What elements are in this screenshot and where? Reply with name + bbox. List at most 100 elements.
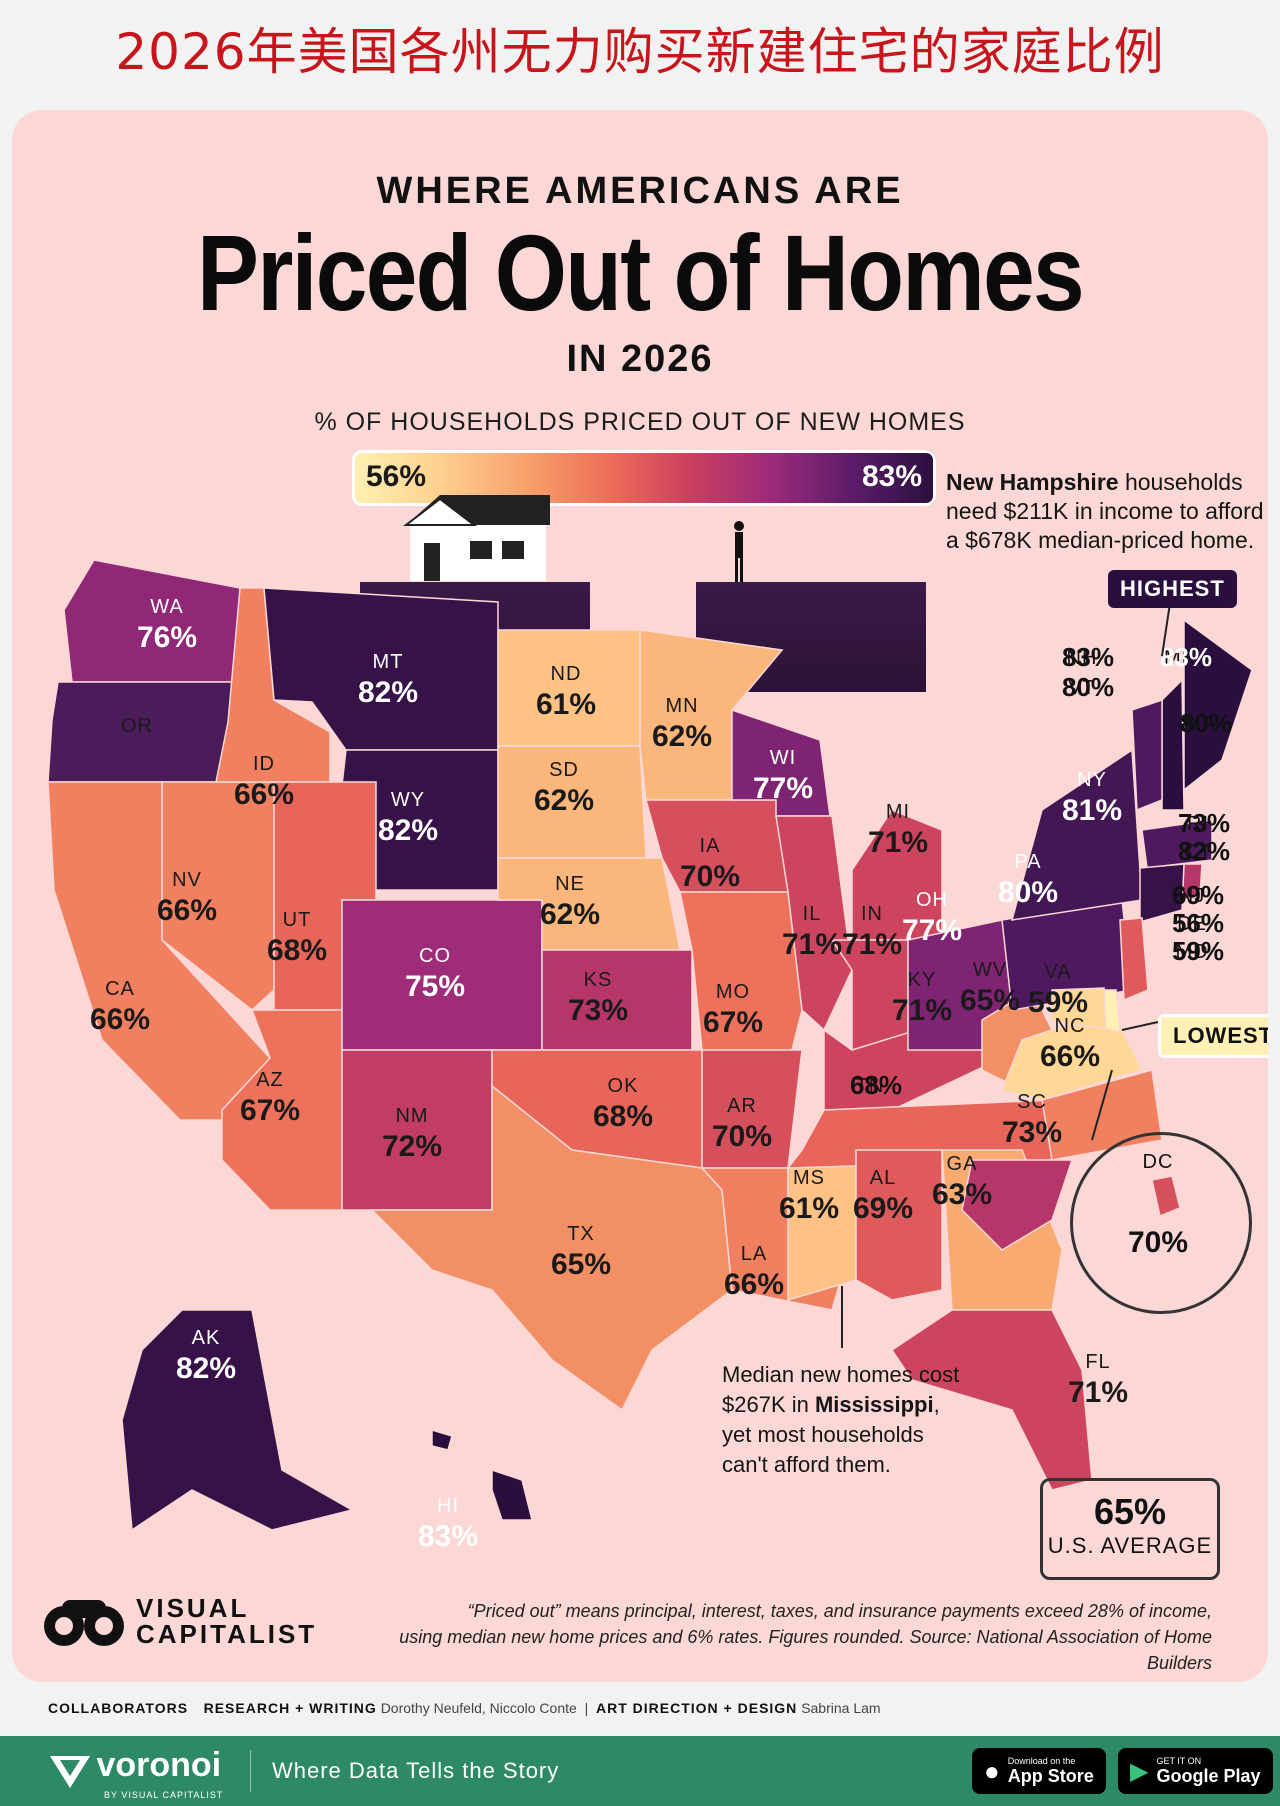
state-shape-sc bbox=[961, 1159, 1074, 1251]
state-pct-sc: 73% bbox=[1002, 1116, 1062, 1149]
state-abbr-wi: WI bbox=[770, 747, 796, 769]
state-pct-in: 71% bbox=[842, 928, 902, 961]
highest-tag: HIGHEST bbox=[1108, 570, 1237, 608]
nh-annotation-rest: households bbox=[1118, 469, 1243, 495]
state-abbr-md: MD bbox=[1175, 941, 1208, 963]
state-pct-ne: 62% bbox=[540, 898, 600, 931]
state-abbr-wa: WA bbox=[150, 596, 183, 618]
state-abbr-ak: AK bbox=[192, 1327, 221, 1349]
state-abbr-ma: MA bbox=[1184, 713, 1216, 735]
us-choropleth-map: WA 76% OR CA 66% NV 66% ID 66% MT 82% WY 82% UT 68% AZ 6… bbox=[47, 559, 1253, 1553]
state-shape-nj bbox=[1119, 917, 1149, 1002]
state-shape-mi bbox=[851, 809, 943, 941]
state-pct-ma: 80% bbox=[1180, 708, 1232, 738]
state-pct-wa: 76% bbox=[137, 621, 197, 654]
state-pct-nd: 61% bbox=[536, 688, 596, 721]
google-play-button[interactable]: ▶ GET IT ON Google Play bbox=[1118, 1748, 1273, 1794]
state-abbr-pa: PA bbox=[1014, 851, 1041, 873]
state-abbr-va: VA bbox=[1044, 961, 1071, 983]
logo-line1: VISUAL bbox=[136, 1593, 250, 1623]
state-pct-tn: 68% bbox=[850, 1070, 902, 1100]
kicker: WHERE AMERICANS ARE bbox=[376, 170, 904, 212]
design-names: Sabrina Lam bbox=[801, 1700, 881, 1716]
state-abbr-wv: WV bbox=[973, 959, 1007, 981]
state-pct-de: 56% bbox=[1172, 908, 1224, 938]
google-play-big: Google Play bbox=[1156, 1766, 1261, 1786]
state-pct-la: 66% bbox=[724, 1268, 784, 1301]
state-abbr-id: ID bbox=[253, 753, 275, 775]
state-abbr-ok: OK bbox=[608, 1075, 639, 1097]
state-abbr-la: LA bbox=[741, 1243, 767, 1265]
infographic-card: WHERE AMERICANS ARE Priced Out of Homes … bbox=[12, 110, 1268, 1682]
annotation-leader-line-2 bbox=[1091, 1069, 1113, 1141]
voronoi-by-line: BY VISUAL CAPITALIST bbox=[104, 1789, 224, 1800]
year-line: IN 2026 bbox=[566, 338, 714, 380]
state-abbr-in: IN bbox=[861, 903, 883, 925]
ms-annotation-line1: Median new homes cost bbox=[722, 1362, 960, 1387]
state-pct-ca: 66% bbox=[90, 1003, 150, 1036]
state-shape-al bbox=[855, 1149, 943, 1301]
footer-bar: voronoi BY VISUAL CAPITALIST Where Data … bbox=[0, 1736, 1280, 1806]
state-shapes bbox=[47, 559, 1253, 1532]
app-store-button[interactable]: ● Download on the App Store bbox=[972, 1748, 1106, 1794]
state-abbr-mt: MT bbox=[373, 651, 404, 673]
state-shape-nh bbox=[1161, 678, 1185, 811]
state-abbr-tn: TN bbox=[856, 1075, 885, 1097]
state-pct-ok: 68% bbox=[593, 1100, 653, 1133]
state-shape-ct bbox=[1139, 863, 1185, 923]
state-pct-vt: 80% bbox=[1062, 672, 1114, 702]
state-abbr-ky: KY bbox=[908, 969, 937, 991]
design-label: ART DIRECTION + DESIGN bbox=[596, 1700, 798, 1716]
state-pct-id: 66% bbox=[234, 778, 294, 811]
ms-annotation-bold: Mississippi bbox=[814, 1392, 934, 1417]
apple-icon: ● bbox=[984, 1755, 1000, 1786]
legend-max-label: 83% bbox=[861, 460, 922, 493]
annotation-leader-line-1 bbox=[1121, 1021, 1159, 1031]
state-pct-nj: 69% bbox=[1172, 880, 1224, 910]
state-pct-nv: 66% bbox=[157, 894, 217, 927]
state-pct-ks: 73% bbox=[568, 994, 628, 1027]
state-pct-fl: 71% bbox=[1068, 1376, 1128, 1409]
state-pct-ky: 71% bbox=[892, 994, 952, 1027]
state-abbr-oh: OH bbox=[916, 889, 948, 911]
state-pct-oh: 77% bbox=[902, 914, 962, 947]
state-abbr-or: OR bbox=[121, 715, 153, 737]
ms-annotation-line2-pre: $267K in bbox=[722, 1392, 815, 1417]
google-play-icon: ▶ bbox=[1130, 1757, 1149, 1785]
visual-capitalist-logo: VISUAL CAPITALIST bbox=[42, 1592, 317, 1650]
state-abbr-ga: GA bbox=[947, 1153, 978, 1175]
nh-annotation-bold: New Hampshire bbox=[946, 469, 1119, 495]
state-pct-nc: 66% bbox=[1040, 1040, 1100, 1073]
state-abbr-ne: NE bbox=[555, 873, 585, 895]
state-shape-ma bbox=[1141, 819, 1213, 869]
collaborators-line: COLLABORATORS RESEARCH + WRITING Dorothy… bbox=[48, 1700, 881, 1716]
state-pct-ri: 73% bbox=[1178, 808, 1230, 838]
state-abbr-hi: HI bbox=[437, 1495, 459, 1517]
state-shape-ak bbox=[121, 1309, 354, 1532]
state-abbr-ms: MS bbox=[793, 1167, 825, 1189]
google-play-small: GET IT ON bbox=[1156, 1756, 1202, 1766]
state-pct-wv: 65% bbox=[960, 984, 1020, 1017]
ms-annotation-line2-post: , bbox=[933, 1392, 940, 1417]
legend-title: % OF HOUSEHOLDS PRICED OUT OF NEW HOMES bbox=[314, 408, 966, 436]
footnote: “Priced out” means principal, interest, … bbox=[392, 1598, 1212, 1676]
state-pct-ga: 63% bbox=[932, 1178, 992, 1211]
state-pct-il: 71% bbox=[782, 928, 842, 961]
state-abbr-ar: AR bbox=[727, 1095, 757, 1117]
state-abbr-sc: SC bbox=[1017, 1091, 1047, 1113]
voronoi-logo[interactable]: voronoi BY VISUAL CAPITALIST bbox=[48, 1746, 223, 1800]
mississippi-annotation: Median new homes cost $267K in Mississip… bbox=[722, 1360, 959, 1480]
state-abbr-ny: NY bbox=[1077, 769, 1107, 791]
state-abbr-mo: MO bbox=[716, 981, 750, 1003]
footnote-line1: “Priced out” means principal, interest, … bbox=[467, 1601, 1212, 1621]
nh-annotation-line3: a $678K median-priced home. bbox=[946, 527, 1255, 553]
state-abbr-ct: CT bbox=[1184, 841, 1213, 863]
state-pct-ak: 82% bbox=[176, 1352, 236, 1385]
voronoi-brand: voronoi bbox=[96, 1746, 222, 1784]
state-abbr-ca: CA bbox=[105, 978, 135, 1000]
person-silhouette bbox=[734, 521, 744, 582]
lowest-tag: LOWEST bbox=[1158, 1014, 1268, 1058]
state-abbr-me: ME bbox=[1164, 647, 1196, 669]
state-pct-wi: 77% bbox=[753, 772, 813, 805]
state-abbr-co: CO bbox=[419, 945, 451, 967]
